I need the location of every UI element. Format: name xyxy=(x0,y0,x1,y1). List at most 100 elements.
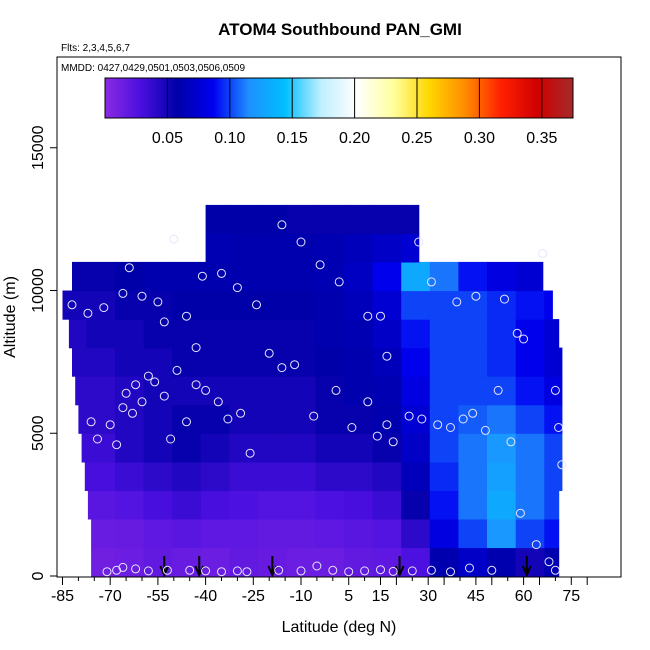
y-axis-tick-label: 10000 xyxy=(30,268,47,313)
profile-arrow-head xyxy=(159,565,170,578)
heatmap-cell xyxy=(401,204,420,235)
colorbar-tick-label: 0.05 xyxy=(152,130,183,147)
heatmap-cell xyxy=(458,319,488,349)
observation-point xyxy=(86,417,96,427)
heatmap-cell xyxy=(84,461,87,491)
heatmap-cell xyxy=(258,290,288,320)
observation-point xyxy=(363,311,373,321)
observation-point xyxy=(315,260,325,270)
heatmap-cell xyxy=(200,490,230,520)
observation-point xyxy=(426,277,436,287)
heatmap-cell xyxy=(229,376,259,406)
x-axis-tick-label: 5 xyxy=(344,588,353,605)
heatmap-cell xyxy=(258,204,288,235)
heatmap-cell xyxy=(172,261,202,292)
heatmap-cell xyxy=(429,518,459,549)
observation-point xyxy=(417,414,427,424)
heatmap-cell xyxy=(229,290,259,320)
observation-point xyxy=(544,557,554,567)
observation-point xyxy=(217,567,226,577)
y-axis-label: Altitude (m) xyxy=(2,276,19,358)
heatmap-cell xyxy=(515,347,545,377)
heatmap-cell xyxy=(343,204,374,235)
observation-point xyxy=(372,431,382,441)
observation-point xyxy=(143,371,153,381)
heatmap-cell xyxy=(315,204,345,235)
heatmap-cell xyxy=(200,261,230,292)
observation-point xyxy=(223,414,233,424)
heatmap-cell xyxy=(286,490,316,520)
heatmap-cell xyxy=(115,433,145,463)
x-axis-tick-label: 45 xyxy=(467,588,485,605)
heatmap-cell xyxy=(229,261,259,292)
observation-point xyxy=(388,566,398,576)
observation-point xyxy=(471,291,481,301)
heatmap-cell xyxy=(172,547,202,577)
observation-point xyxy=(182,311,191,321)
heatmap-cell xyxy=(229,490,259,520)
heatmap-cell xyxy=(343,404,374,434)
observation-point xyxy=(296,237,306,247)
heatmap-cell xyxy=(315,490,345,520)
heatmap-cell xyxy=(401,261,431,292)
heatmap-cell xyxy=(544,319,560,349)
x-axis-tick-label: -55 xyxy=(146,588,169,605)
heatmap-cell xyxy=(286,376,316,406)
heatmap-cell xyxy=(515,461,545,491)
heatmap-cell xyxy=(343,319,374,349)
heatmap-cell xyxy=(229,518,259,549)
heatmap-cell xyxy=(286,547,316,577)
heatmap-cell xyxy=(429,376,459,406)
observation-point xyxy=(312,561,322,571)
heatmap-cell xyxy=(200,376,230,406)
observation-point xyxy=(143,566,153,576)
heatmap-cell xyxy=(429,404,459,434)
observation-point xyxy=(458,414,468,424)
heatmap-cell xyxy=(115,461,145,491)
heatmap-cell xyxy=(343,261,374,292)
observation-point xyxy=(557,460,567,470)
heatmap-cell xyxy=(86,376,116,406)
observation-point xyxy=(118,562,128,572)
observation-point xyxy=(360,566,370,576)
heatmap-cell xyxy=(544,433,563,463)
observation-point xyxy=(159,317,169,327)
colorbar-tick-label: 0.20 xyxy=(339,130,370,147)
heatmap-cell xyxy=(458,547,488,577)
heatmap-cell xyxy=(487,376,517,406)
heatmap-cell xyxy=(458,490,488,520)
heatmap-cell xyxy=(401,490,431,520)
heatmap-cell xyxy=(315,433,345,463)
heatmap-cell xyxy=(544,347,563,377)
observation-point xyxy=(538,248,548,258)
heatmap-cell xyxy=(143,433,173,463)
observation-point xyxy=(93,434,102,444)
heatmap-cell xyxy=(315,290,345,320)
heatmap-cell xyxy=(429,490,459,520)
heatmap-cell xyxy=(401,518,431,549)
heatmap-cell xyxy=(544,404,563,434)
observation-point xyxy=(172,365,182,375)
heatmap-cell xyxy=(515,547,545,577)
observation-point xyxy=(83,308,93,318)
heatmap-cell xyxy=(515,261,544,292)
observation-point xyxy=(382,351,392,361)
heatmap-cell xyxy=(401,376,431,406)
observation-points xyxy=(67,220,567,577)
x-axis: -85 -70 -55 -40 -25 -10 5 15 30 45 60 75 xyxy=(51,576,620,605)
colorbar-tick-label: 0.10 xyxy=(214,130,245,147)
heatmap-cell xyxy=(229,319,259,349)
observation-point xyxy=(197,271,207,281)
heatmap-cell xyxy=(429,319,459,349)
observation-point xyxy=(213,397,223,407)
heatmap-cell xyxy=(229,433,259,463)
heatmap-cell xyxy=(286,290,316,320)
heatmap-cell xyxy=(372,261,402,292)
heatmap-cell xyxy=(258,261,288,292)
flights-subtitle: Flts: 2,3,4,5,6,7 xyxy=(61,43,130,54)
heatmap-cell xyxy=(172,347,202,377)
heatmap-cell xyxy=(515,319,545,349)
heatmap-cell xyxy=(315,319,345,349)
observation-point xyxy=(331,385,341,395)
